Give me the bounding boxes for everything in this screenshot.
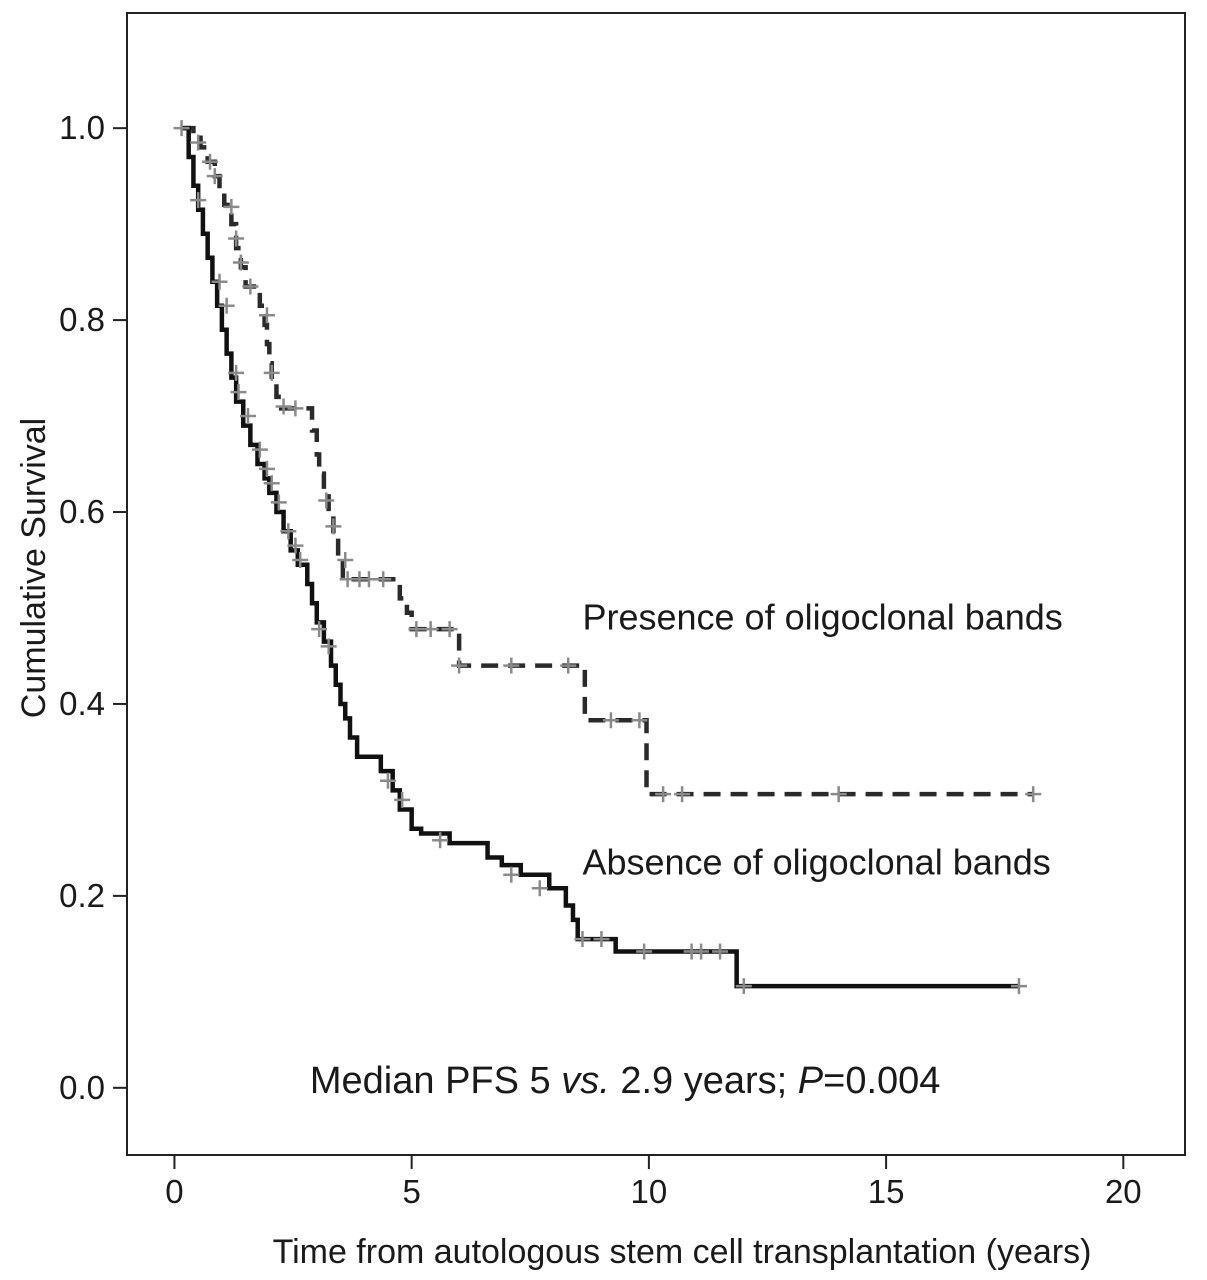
- y-axis-title: Cumulative Survival: [15, 418, 53, 718]
- censor-mark-absence: [394, 791, 411, 808]
- censor-mark-absence: [636, 943, 653, 960]
- censor-mark-presence: [202, 153, 219, 170]
- y-tick-label: 0.6: [59, 493, 105, 530]
- censor-mark-presence: [173, 120, 190, 137]
- censor-mark-absence: [693, 943, 710, 960]
- stats-text-part1: Median PFS 5: [310, 1060, 561, 1102]
- censor-marks: [173, 120, 1042, 995]
- censor-mark-absence: [292, 552, 309, 569]
- censor-mark-presence: [830, 786, 847, 803]
- censor-mark-absence: [251, 441, 268, 458]
- y-axis: 0.0 0.2 0.4 0.6 0.8 1.0: [59, 109, 127, 1106]
- y-tick-label: 0.2: [59, 877, 105, 914]
- y-tick-label: 0.8: [59, 301, 105, 338]
- censor-mark-absence: [503, 866, 520, 883]
- censor-mark-presence: [1025, 786, 1042, 803]
- censor-mark-presence: [263, 364, 280, 381]
- plot-frame: [126, 12, 1186, 1156]
- y-tick-label: 0.0: [59, 1069, 105, 1106]
- censor-mark-presence: [631, 712, 648, 729]
- censor-mark-presence: [287, 400, 304, 417]
- median-pfs-statistic: Median PFS 5 vs. 2.9 years; P=0.004: [310, 1060, 941, 1102]
- censor-mark-absence: [1010, 978, 1027, 995]
- censor-mark-absence: [230, 384, 247, 401]
- y-tick-label: 1.0: [59, 109, 105, 146]
- x-axis: 0 5 10 15 20: [165, 1155, 1142, 1210]
- censor-mark-absence: [320, 638, 337, 655]
- censor-mark-presence: [360, 571, 377, 588]
- stats-text-part3: 2.9 years;: [610, 1060, 798, 1102]
- x-tick-label: 10: [631, 1173, 668, 1210]
- censor-mark-absence: [263, 475, 280, 492]
- censor-mark-presence: [422, 621, 439, 638]
- censor-mark-absence: [218, 297, 235, 314]
- censor-mark-presence: [206, 168, 223, 185]
- censor-mark-presence: [275, 398, 292, 415]
- censor-mark-presence: [602, 712, 619, 729]
- censor-mark-presence: [325, 518, 342, 535]
- censor-mark-absence: [735, 978, 752, 995]
- censor-mark-presence: [674, 786, 691, 803]
- censor-mark-presence: [223, 198, 240, 215]
- stats-text-pvalue: =0.004: [823, 1060, 940, 1102]
- censor-mark-presence: [318, 492, 335, 509]
- censor-mark-presence: [451, 657, 468, 674]
- x-tick-label: 5: [402, 1173, 420, 1210]
- annotation-presence-label: Presence of oligoclonal bands: [582, 597, 1062, 638]
- series-presence-curve: [181, 125, 1034, 797]
- x-tick-label: 20: [1105, 1173, 1142, 1210]
- censor-mark-absence: [379, 772, 396, 789]
- annotation-absence-label: Absence of oligoclonal bands: [582, 841, 1050, 882]
- stats-text-vs: vs.: [561, 1060, 610, 1102]
- censor-mark-absence: [593, 931, 610, 948]
- censor-mark-presence: [655, 786, 672, 803]
- censor-mark-absence: [280, 523, 297, 540]
- censor-mark-absence: [239, 408, 256, 425]
- censor-mark-absence: [531, 880, 548, 897]
- censor-mark-absence: [190, 192, 207, 209]
- censor-mark-absence: [270, 494, 287, 511]
- censor-mark-presence: [228, 230, 245, 247]
- censor-mark-absence: [712, 943, 729, 960]
- censor-mark-presence: [560, 657, 577, 674]
- censor-mark-presence: [258, 307, 275, 324]
- censor-mark-absence: [287, 537, 304, 554]
- x-axis-title: Time from autologous stem cell transplan…: [273, 1233, 1092, 1271]
- censor-mark-presence: [375, 571, 392, 588]
- stats-text-p: P: [798, 1060, 824, 1102]
- censor-mark-presence: [337, 552, 354, 569]
- censor-mark-presence: [190, 134, 207, 151]
- censor-mark-presence: [232, 254, 249, 271]
- y-tick-label: 0.4: [59, 685, 105, 722]
- censor-mark-presence: [408, 621, 425, 638]
- series-absence-curve: [181, 125, 1019, 989]
- censor-mark-presence: [242, 278, 259, 295]
- censor-mark-absence: [258, 460, 275, 477]
- censor-mark-presence: [503, 657, 520, 674]
- series-layer: [181, 125, 1034, 989]
- x-tick-label: 0: [165, 1173, 183, 1210]
- censor-mark-absence: [211, 273, 228, 290]
- censor-mark-absence: [311, 621, 328, 638]
- censor-mark-absence: [432, 832, 449, 849]
- censor-mark-absence: [574, 931, 591, 948]
- x-tick-label: 15: [868, 1173, 905, 1210]
- censor-mark-absence: [228, 364, 245, 381]
- censor-mark-presence: [441, 621, 458, 638]
